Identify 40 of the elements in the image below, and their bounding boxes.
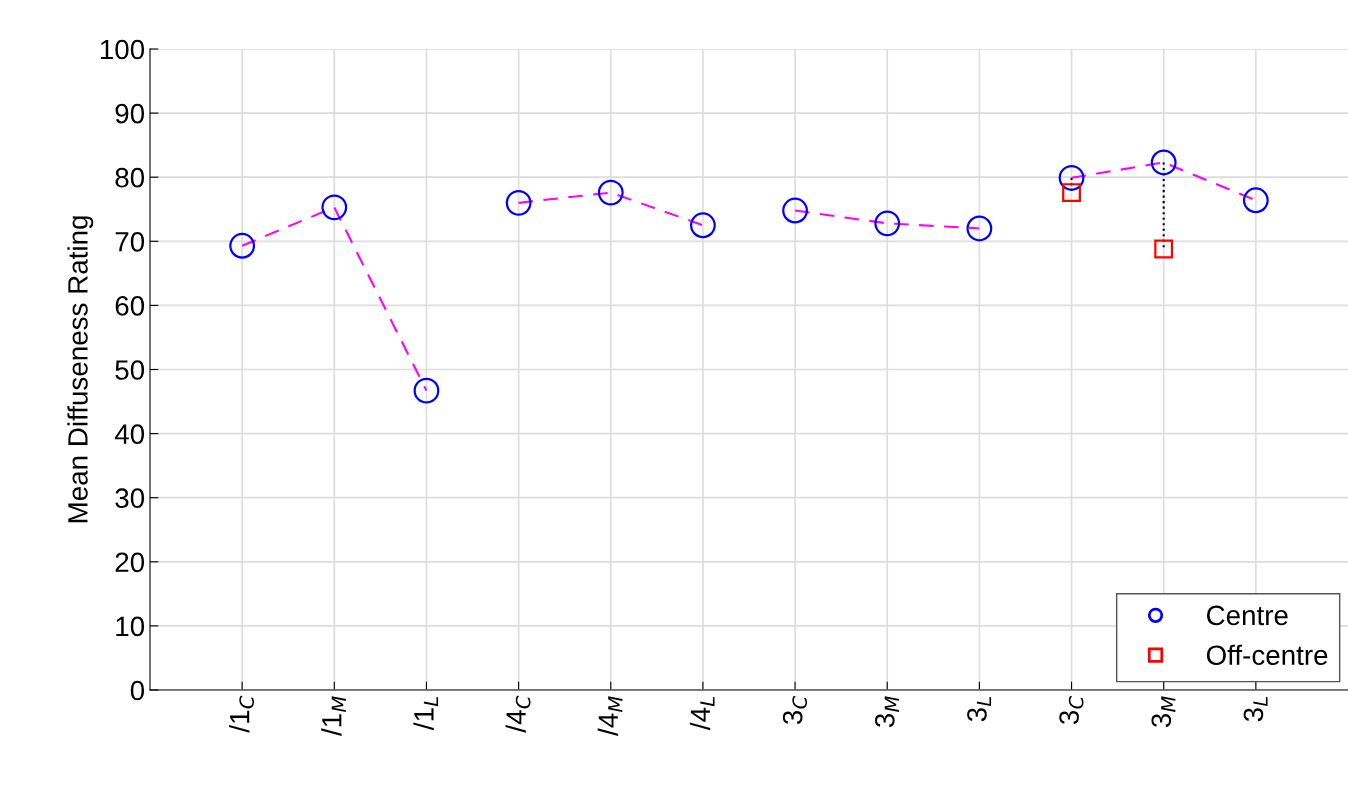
point <box>1062 183 1081 203</box>
legend-label: Off-centre <box>1206 644 1328 666</box>
y-tick-label: 50 <box>115 360 145 380</box>
x-tick-label: /1$_{C}$ <box>229 695 255 733</box>
x-tick-label: 3$_{M}$ <box>874 696 899 728</box>
y-tick-label: 40 <box>114 424 145 444</box>
point <box>966 215 993 242</box>
x-tick-label: 3$_{M}$ <box>1151 696 1176 728</box>
y-tick-label: 0 <box>130 680 145 701</box>
x-tick-label: /1$_{M}$ <box>321 696 346 736</box>
y-tick-label: 60 <box>115 296 145 316</box>
point <box>597 179 624 206</box>
y-tick-label: 10 <box>116 616 145 637</box>
y-axis-title: Mean Diffuseness Rating <box>67 216 94 523</box>
point <box>321 194 348 221</box>
x-tick-label: 3$_{L}$ <box>967 696 992 722</box>
point <box>874 210 901 237</box>
x-tick-label: 3$_{L}$ <box>1243 696 1268 722</box>
point <box>1150 149 1177 176</box>
y-tick-label: 20 <box>115 552 145 573</box>
y-tick-label: 90 <box>115 103 145 124</box>
point <box>1242 187 1269 214</box>
x-tick-label: 3$_{C}$ <box>782 695 808 725</box>
legend-label: Centre <box>1206 605 1288 626</box>
point <box>229 232 256 259</box>
x-tick-label: /1$_{L}$ <box>413 697 439 731</box>
point <box>782 197 808 224</box>
x-tick-label: 3$_{C}$ <box>1059 695 1084 725</box>
y-tick-label: 70 <box>115 231 145 252</box>
point <box>1058 164 1085 191</box>
point <box>413 377 440 404</box>
point <box>1154 239 1174 259</box>
x-tick-label: /4$_{C}$ <box>505 695 531 733</box>
point <box>690 212 716 239</box>
point <box>505 189 532 216</box>
x-tick-label: /4$_{M}$ <box>597 696 623 736</box>
y-tick-label: 30 <box>115 488 145 509</box>
y-tick-label: 100 <box>100 39 145 60</box>
x-tick-label: /4$_{L}$ <box>689 697 715 731</box>
y-tick-label: 80 <box>115 167 145 188</box>
